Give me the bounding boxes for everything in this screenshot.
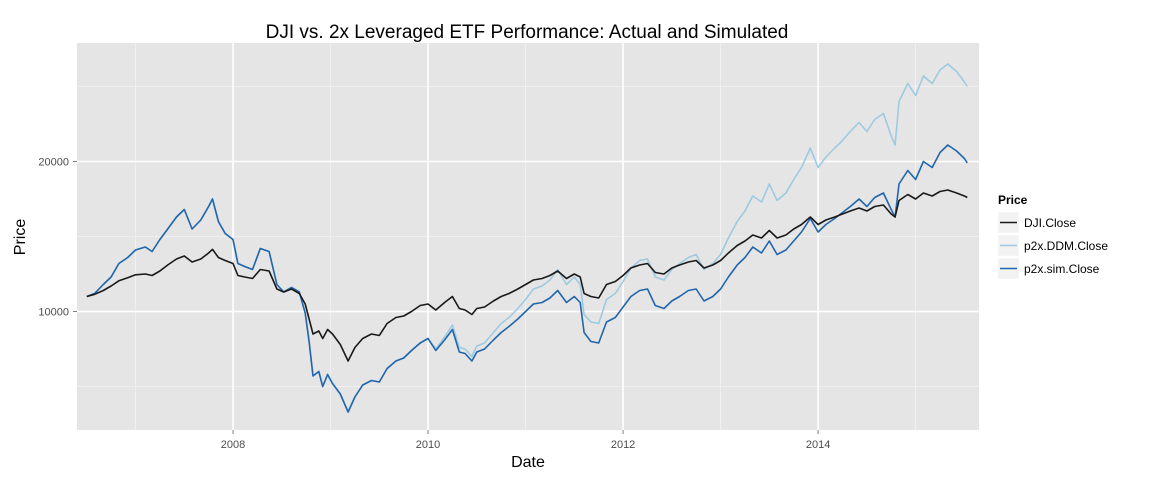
grid-lines (77, 43, 979, 430)
x-tick-label: 2008 (221, 439, 245, 451)
y-axis-label: Price (12, 219, 29, 256)
series-lines (86, 63, 968, 413)
x-axis: 2008 2010 2012 2014 (221, 430, 830, 451)
x-tick-label: 2010 (416, 439, 440, 451)
legend-label: DJI.Close (1024, 216, 1076, 230)
legend-label: p2x.sim.Close (1024, 262, 1100, 276)
x-tick-label: 2014 (806, 439, 830, 451)
chart-title: DJI vs. 2x Leveraged ETF Performance: Ac… (266, 22, 789, 43)
y-tick-label: 10000 (38, 307, 69, 319)
x-axis-label: Date (511, 454, 545, 471)
legend: Price DJI.Close p2x.DDM.Close p2x.sim.Clos… (997, 193, 1108, 280)
x-tick-label: 2012 (611, 439, 635, 451)
y-tick-label: 20000 (38, 157, 69, 169)
y-axis: 10000 20000 (38, 157, 77, 319)
legend-label: p2x.DDM.Close (1024, 239, 1108, 253)
series-line-p2x-sim-close (86, 144, 968, 413)
series-line-dji-close (86, 189, 968, 362)
legend-title: Price (998, 193, 1028, 207)
